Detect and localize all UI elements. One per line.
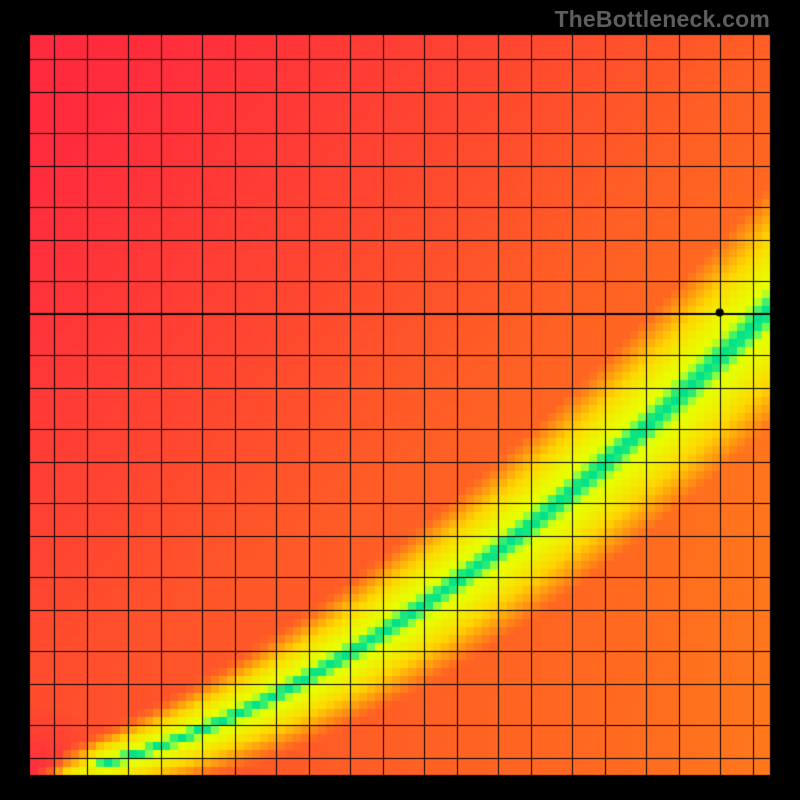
watermark-text: TheBottleneck.com (554, 6, 770, 33)
bottleneck-heatmap (0, 0, 800, 800)
